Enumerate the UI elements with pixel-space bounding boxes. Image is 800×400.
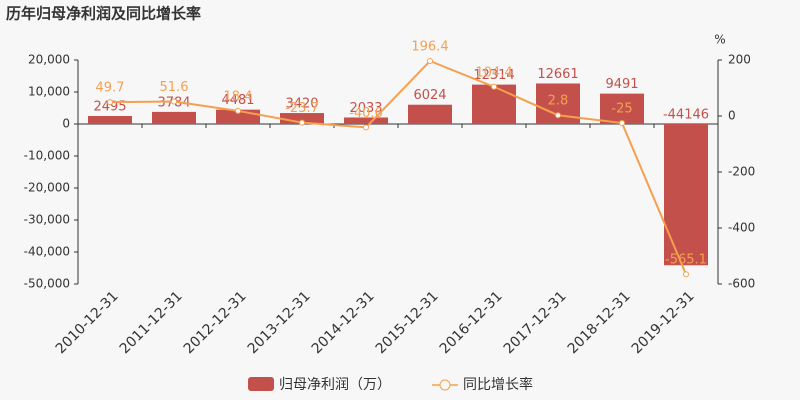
line-value-label: -25 <box>611 102 632 117</box>
line-point <box>171 98 177 105</box>
legend-label: 归母净利润（万） <box>279 376 391 393</box>
y-tick-label: 0 <box>62 117 70 131</box>
line-point <box>555 112 561 119</box>
line-value-label: 49.7 <box>96 81 125 96</box>
y2-tick-label: -400 <box>728 221 755 235</box>
line <box>109 59 687 275</box>
bar-value-label: 12661 <box>537 67 578 82</box>
bar <box>664 124 708 266</box>
y-tick-label: -30,000 <box>24 213 70 227</box>
line-value-label: -565.1 <box>665 253 707 268</box>
line-value-label: 104.4 <box>475 65 512 80</box>
line-value-label: 18.4 <box>224 89 253 104</box>
y-tick-label: -50,000 <box>24 277 70 291</box>
line-value-label: 2.8 <box>548 94 569 109</box>
bar <box>600 93 644 124</box>
legend-swatch <box>248 377 274 391</box>
y-tick-label: -20,000 <box>24 181 70 195</box>
y2-tick-label: 200 <box>728 53 751 67</box>
y2-tick-label: -600 <box>728 277 755 291</box>
bar <box>152 111 196 124</box>
line-point <box>619 120 625 126</box>
y-tick-label: 10,000 <box>28 85 70 99</box>
bar-value-label: -44146 <box>663 108 709 123</box>
legend-label: 同比增长率 <box>463 376 533 393</box>
bar-value-label: 9491 <box>605 77 638 92</box>
bar-value-label: 3420 <box>285 97 318 112</box>
bar-value-label: 2495 <box>93 100 126 115</box>
bar <box>88 116 132 124</box>
line-point <box>491 83 497 90</box>
bar-value-label: 6024 <box>413 88 446 103</box>
y2-unit: % <box>714 33 725 47</box>
legend-swatch <box>439 379 451 391</box>
bar-value-label: 2033 <box>349 101 382 116</box>
y-tick-label: -40,000 <box>24 245 70 259</box>
line-point <box>107 99 113 106</box>
bar-value-label: 12314 <box>473 68 514 83</box>
legend: 归母净利润（万） 同比增长率 <box>248 376 533 393</box>
line-value-label: 196.4 <box>411 40 448 55</box>
chart-title: 历年归母净利润及同比增长率 <box>6 5 201 23</box>
line-point <box>363 124 369 131</box>
line-point <box>235 107 241 114</box>
bar-value-label: 4481 <box>221 93 254 108</box>
line-point <box>427 58 433 65</box>
bar <box>472 84 516 124</box>
bar <box>408 104 452 124</box>
y2-tick-label: 0 <box>728 109 736 123</box>
line-value-label: 51.6 <box>160 80 189 95</box>
line-value-label: -23.7 <box>285 101 319 116</box>
y-tick-label: 20,000 <box>28 53 70 67</box>
bar <box>280 113 324 124</box>
line-point <box>683 271 689 278</box>
bar <box>344 117 388 124</box>
line-value-label: -40.6 <box>349 106 383 121</box>
line-point <box>299 119 305 126</box>
y2-tick-label: -200 <box>728 165 755 179</box>
y-tick-label: -10,000 <box>24 149 70 163</box>
